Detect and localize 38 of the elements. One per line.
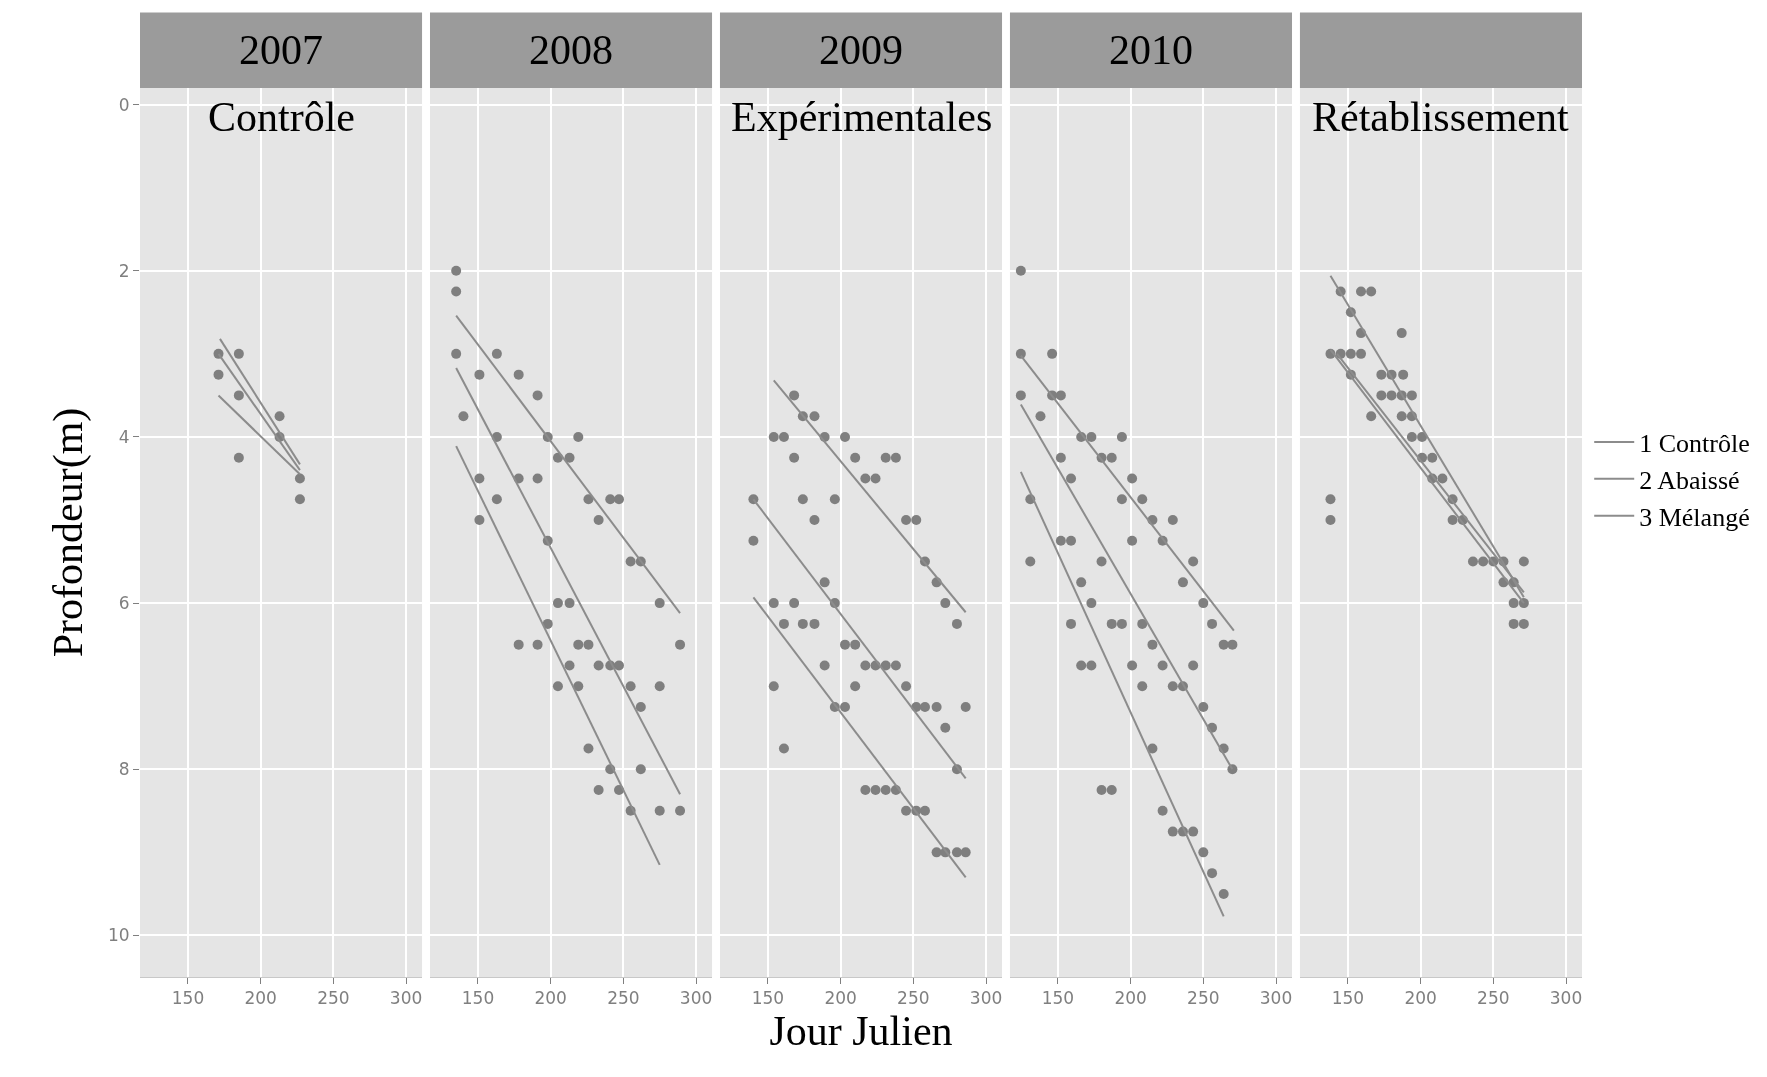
x-tick-label: 150 (171, 988, 205, 1009)
x-tick-label: 200 (534, 988, 567, 1009)
x-tick-label: 150 (461, 988, 495, 1009)
legend-label: 2 Abaissé (1639, 466, 1740, 495)
x-tick-label: 300 (1549, 988, 1583, 1009)
annotation: Rétablissement (1312, 94, 1569, 140)
chart-title: 2009 (819, 27, 903, 73)
x-axis-title: Jour Julien (769, 1008, 953, 1055)
legend-label: 3 Mélangé (1639, 502, 1750, 532)
x-tick-label: 250 (897, 988, 930, 1009)
x-tick-label: 150 (751, 988, 785, 1009)
y-tick-label: 6 (118, 593, 130, 614)
chart-title: 2010 (1109, 27, 1193, 73)
x-tick-label: 300 (969, 988, 1003, 1009)
annotation: Contrôle (208, 94, 355, 140)
x-tick-label: 300 (679, 988, 713, 1009)
x-tick-label: 200 (824, 988, 857, 1009)
y-tick-label: 4 (118, 426, 130, 447)
y-tick-label: 2 (118, 260, 130, 281)
y-tick-label: 0 (118, 94, 130, 115)
x-tick-label: 200 (244, 988, 277, 1009)
x-tick-label: 200 (1404, 988, 1437, 1009)
chart-title: 2007 (239, 27, 323, 73)
x-tick-label: 250 (607, 988, 640, 1009)
y-tick-label: 8 (118, 759, 130, 780)
x-tick-label: 150 (1331, 988, 1365, 1009)
y-axis-title: Profondeur(m) (44, 407, 92, 658)
y-tick-label: 10 (107, 925, 130, 946)
x-tick-label: 300 (1259, 988, 1293, 1009)
legend-label: 1 Contrôle (1639, 429, 1750, 459)
chart-title: 2008 (529, 27, 613, 73)
x-tick-label: 300 (389, 988, 423, 1009)
x-tick-label: 250 (1477, 988, 1510, 1009)
annotation: Expérimentales (731, 94, 993, 140)
x-tick-label: 150 (1041, 988, 1075, 1009)
x-tick-label: 250 (317, 988, 350, 1009)
x-tick-label: 200 (1114, 988, 1147, 1009)
x-tick-label: 250 (1187, 988, 1220, 1009)
